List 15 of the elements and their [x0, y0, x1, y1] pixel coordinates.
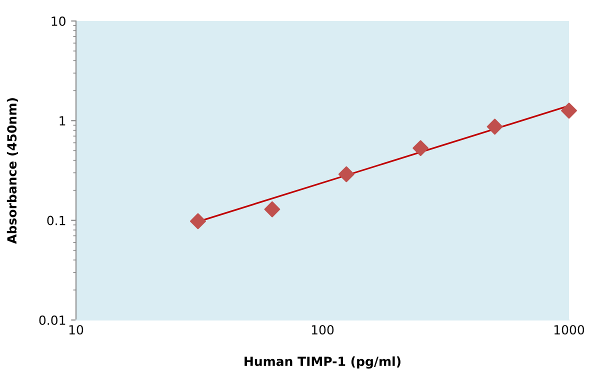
y-tick-label: 0.01 [39, 315, 66, 325]
x-tick-label: 1000 [554, 325, 584, 335]
point [412, 140, 429, 156]
y-tick-label: 10 [52, 16, 66, 26]
x-axis-title: Human TIMP-1 (pg/ml) [244, 356, 400, 369]
y-tick-label: 1 [60, 116, 66, 126]
point [190, 213, 206, 230]
x-tick-label: 100 [312, 325, 334, 335]
point [486, 118, 503, 135]
point [338, 166, 354, 182]
point [561, 102, 577, 119]
x-tick-label: 10 [69, 325, 84, 335]
y-axis-title: Absorbance (450nm) [6, 98, 18, 244]
y-tick-label: 0.1 [47, 216, 66, 226]
point [264, 201, 280, 218]
